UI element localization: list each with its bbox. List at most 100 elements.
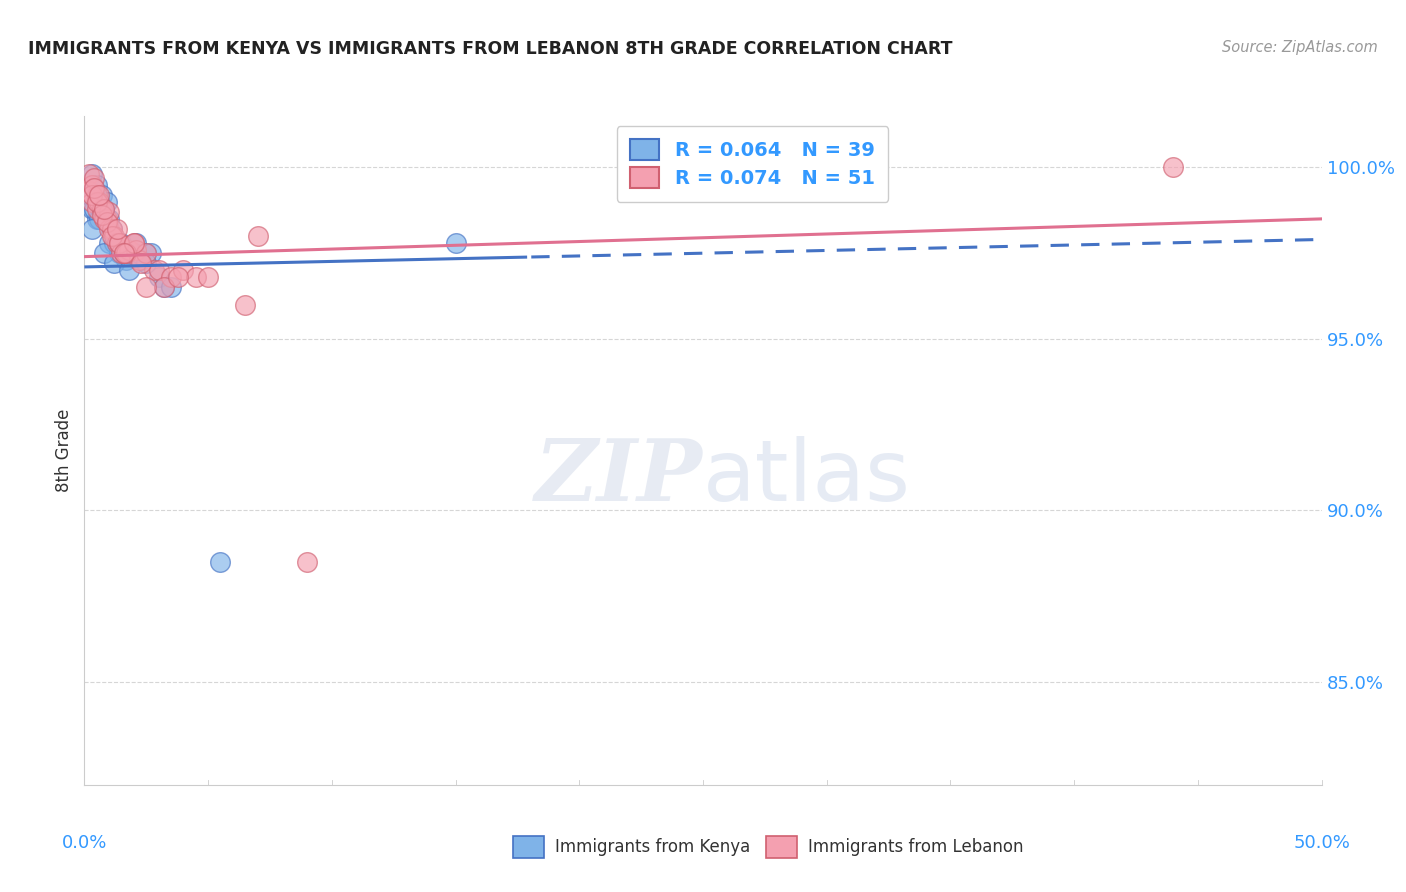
- Point: [100, 222, 122, 236]
- Point: [98, 222, 121, 236]
- Point: [86, 211, 108, 226]
- Point: [108, 235, 131, 250]
- Point: [103, 235, 125, 250]
- Text: Immigrants from Kenya: Immigrants from Kenya: [555, 838, 751, 856]
- Point: [135, 246, 157, 260]
- Point: [89, 194, 111, 209]
- Point: [172, 263, 194, 277]
- Point: [152, 280, 174, 294]
- Point: [118, 243, 141, 257]
- Point: [125, 235, 148, 250]
- Text: 0.0%: 0.0%: [62, 834, 107, 852]
- Text: Immigrants from Lebanon: Immigrants from Lebanon: [808, 838, 1024, 856]
- Point: [122, 246, 145, 260]
- Point: [444, 235, 467, 250]
- Point: [122, 235, 145, 250]
- Point: [96, 215, 118, 229]
- Point: [83, 181, 105, 195]
- Point: [100, 222, 122, 236]
- Point: [96, 194, 118, 209]
- Point: [128, 253, 150, 268]
- Point: [141, 246, 163, 260]
- Point: [1161, 161, 1184, 175]
- Text: Source: ZipAtlas.com: Source: ZipAtlas.com: [1222, 40, 1378, 55]
- Point: [197, 270, 219, 285]
- Point: [105, 222, 128, 236]
- Text: IMMIGRANTS FROM KENYA VS IMMIGRANTS FROM LEBANON 8TH GRADE CORRELATION CHART: IMMIGRANTS FROM KENYA VS IMMIGRANTS FROM…: [28, 40, 953, 58]
- Point: [93, 211, 115, 226]
- Point: [112, 246, 135, 260]
- Point: [80, 178, 103, 192]
- Point: [90, 202, 112, 216]
- Text: ZIP: ZIP: [536, 435, 703, 519]
- Point: [105, 235, 128, 250]
- Point: [89, 187, 111, 202]
- Point: [80, 194, 103, 209]
- Point: [115, 246, 138, 260]
- Point: [98, 211, 121, 226]
- Point: [108, 246, 131, 260]
- Point: [118, 263, 141, 277]
- Legend: R = 0.064   N = 39, R = 0.074   N = 51: R = 0.064 N = 39, R = 0.074 N = 51: [616, 126, 889, 202]
- Point: [100, 229, 122, 244]
- Point: [93, 202, 115, 216]
- Point: [110, 246, 132, 260]
- Point: [105, 235, 128, 250]
- Point: [80, 167, 103, 181]
- Point: [80, 187, 103, 202]
- Point: [148, 263, 170, 277]
- Point: [167, 270, 190, 285]
- Point: [160, 270, 183, 285]
- Point: [83, 202, 105, 216]
- Point: [129, 253, 152, 268]
- Text: 50.0%: 50.0%: [1294, 834, 1350, 852]
- Point: [184, 270, 207, 285]
- Point: [122, 235, 145, 250]
- Y-axis label: 8th Grade: 8th Grade: [55, 409, 73, 492]
- Point: [152, 280, 174, 294]
- Point: [108, 235, 131, 250]
- Point: [135, 256, 157, 270]
- Point: [90, 209, 112, 223]
- Text: atlas: atlas: [703, 435, 911, 519]
- Point: [129, 256, 152, 270]
- Point: [86, 178, 108, 192]
- Point: [112, 246, 135, 260]
- Point: [98, 205, 121, 219]
- Point: [79, 167, 101, 181]
- Point: [93, 202, 115, 216]
- Point: [148, 270, 170, 285]
- Point: [80, 222, 103, 236]
- Point: [86, 187, 108, 202]
- Point: [103, 256, 125, 270]
- Point: [135, 246, 157, 260]
- Point: [246, 229, 269, 244]
- Point: [233, 298, 256, 312]
- Point: [110, 246, 132, 260]
- Point: [86, 194, 108, 209]
- Point: [96, 211, 118, 226]
- Point: [83, 170, 105, 185]
- Point: [86, 202, 108, 216]
- Point: [122, 246, 145, 260]
- Point: [125, 243, 148, 257]
- Point: [83, 181, 105, 195]
- Point: [79, 185, 101, 199]
- Point: [93, 246, 115, 260]
- Point: [80, 202, 103, 216]
- Point: [98, 235, 121, 250]
- Point: [135, 280, 157, 294]
- Point: [160, 280, 183, 294]
- Point: [79, 187, 101, 202]
- Point: [90, 187, 112, 202]
- Point: [110, 235, 132, 250]
- Point: [112, 246, 135, 260]
- Point: [103, 229, 125, 244]
- Point: [115, 253, 138, 268]
- Point: [142, 263, 165, 277]
- Point: [295, 555, 318, 569]
- Point: [209, 555, 232, 569]
- Point: [89, 194, 111, 209]
- Point: [89, 211, 111, 226]
- Point: [118, 246, 141, 260]
